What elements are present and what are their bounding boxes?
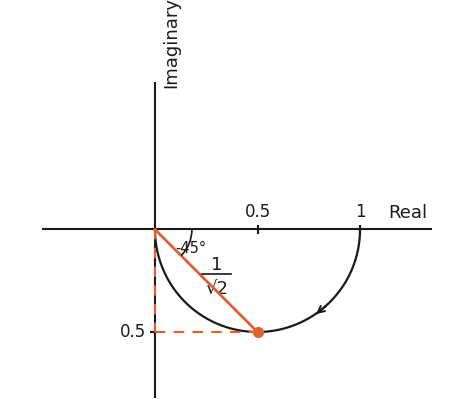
- Text: Imaginary: Imaginary: [162, 0, 180, 88]
- Text: 0.5: 0.5: [120, 323, 146, 341]
- Text: -45°: -45°: [175, 241, 207, 256]
- Text: 1: 1: [211, 256, 222, 274]
- Text: 1: 1: [355, 203, 365, 221]
- Text: √2: √2: [205, 280, 228, 298]
- Text: 0.5: 0.5: [245, 203, 271, 221]
- Text: Real: Real: [389, 204, 428, 222]
